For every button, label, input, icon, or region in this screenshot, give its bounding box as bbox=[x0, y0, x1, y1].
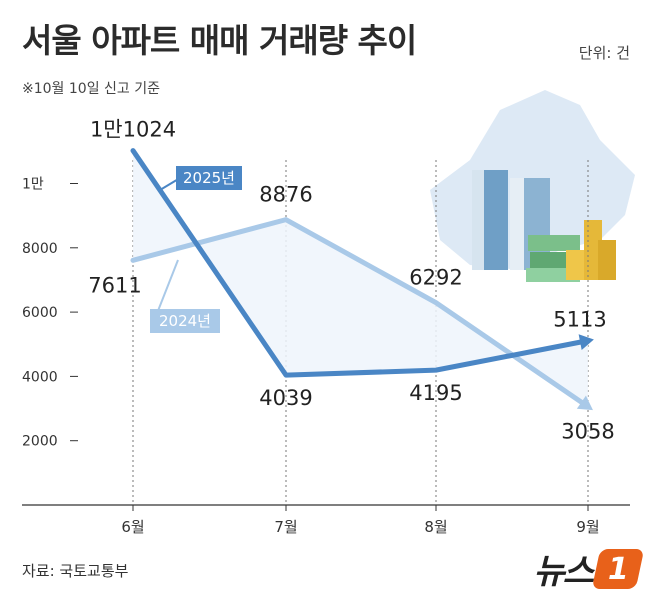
source-label: 자료: 국토교통부 bbox=[22, 562, 129, 580]
y-axis: 2000 4000 6000 8000 1만 bbox=[22, 177, 78, 450]
series-tag-2024-box bbox=[150, 309, 220, 333]
data-label-2024: 6292 bbox=[409, 266, 462, 290]
series-tag-2024-label: 2024년 bbox=[159, 312, 211, 330]
data-labels: 1만1024 4039 4195 5113 7611 8876 6292 3058 bbox=[88, 118, 614, 444]
data-label-2024: 3058 bbox=[561, 420, 614, 444]
x-axis: 6월 7월 8월 9월 bbox=[22, 504, 630, 536]
data-label-2025: 5113 bbox=[553, 308, 606, 332]
note-label: ※10월 10일 신고 기준 bbox=[22, 81, 160, 97]
series-2025-line bbox=[130, 148, 591, 378]
data-label-2025: 4195 bbox=[409, 381, 462, 405]
series-tag-2025-box bbox=[176, 166, 242, 190]
data-label-2024: 7611 bbox=[88, 273, 141, 297]
series-tags: 2025년 2024년 bbox=[150, 166, 242, 333]
series-fill bbox=[133, 150, 588, 407]
series-2025-arrowhead bbox=[578, 334, 594, 350]
series-tag-2025-label: 2025년 bbox=[183, 169, 235, 187]
between-fill bbox=[133, 150, 588, 407]
logo-badge-text: 1 bbox=[607, 551, 629, 586]
building-icon bbox=[472, 170, 550, 270]
series-lines bbox=[130, 148, 594, 411]
data-label-2024: 8876 bbox=[259, 183, 312, 207]
news1-logo: 뉴스 1 bbox=[533, 544, 645, 593]
x-tick-label: 6월 bbox=[121, 518, 144, 536]
series-2024-arrowhead bbox=[576, 395, 593, 411]
x-tick-label: 7월 bbox=[274, 518, 297, 536]
x-tick-label: 8월 bbox=[424, 518, 447, 536]
x-tick-label: 9월 bbox=[576, 518, 599, 536]
y-tick-label: 6000 bbox=[22, 305, 58, 321]
data-label-2025: 4039 bbox=[259, 386, 312, 410]
logo-text: 뉴스 bbox=[533, 552, 594, 592]
y-tick-label: 8000 bbox=[22, 241, 58, 257]
logo-badge: 1 bbox=[591, 548, 645, 589]
y-tick-label: 2000 bbox=[22, 434, 58, 450]
data-label-2025: 1만1024 bbox=[90, 118, 176, 142]
page-title: 서울 아파트 매매 거래량 추이 bbox=[22, 21, 417, 60]
unit-label: 단위: 건 bbox=[578, 44, 630, 62]
y-tick-label: 4000 bbox=[22, 369, 58, 385]
y-tick-label: 1만 bbox=[22, 177, 44, 193]
